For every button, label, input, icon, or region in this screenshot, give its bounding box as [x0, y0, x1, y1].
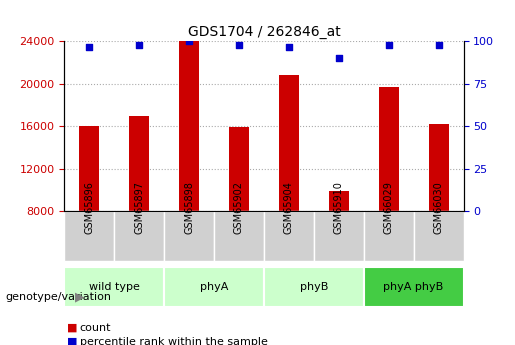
Text: percentile rank within the sample: percentile rank within the sample [80, 337, 268, 345]
Title: GDS1704 / 262846_at: GDS1704 / 262846_at [187, 25, 340, 39]
Point [335, 56, 343, 61]
Text: ■: ■ [67, 337, 77, 345]
Text: wild type: wild type [89, 282, 140, 292]
Point [135, 42, 143, 48]
Bar [79, 126, 99, 211]
Bar [379, 87, 399, 211]
Bar [229, 127, 249, 211]
Point [235, 42, 243, 48]
FancyBboxPatch shape [164, 267, 264, 307]
Text: GSM65910: GSM65910 [334, 181, 344, 234]
FancyBboxPatch shape [264, 211, 314, 261]
FancyBboxPatch shape [314, 211, 364, 261]
FancyBboxPatch shape [364, 211, 414, 261]
FancyBboxPatch shape [114, 211, 164, 261]
Bar [179, 41, 199, 211]
Bar [329, 191, 349, 211]
Text: GSM65898: GSM65898 [184, 181, 194, 234]
Text: GSM65902: GSM65902 [234, 181, 244, 234]
Text: GSM66030: GSM66030 [434, 181, 443, 234]
Text: count: count [80, 323, 111, 333]
Text: phyB: phyB [300, 282, 328, 292]
FancyBboxPatch shape [214, 211, 264, 261]
Bar [279, 76, 299, 211]
Point [385, 42, 393, 48]
Point [185, 39, 193, 44]
Bar [428, 124, 449, 211]
Text: genotype/variation: genotype/variation [5, 292, 111, 302]
Text: phyA phyB: phyA phyB [384, 282, 444, 292]
FancyBboxPatch shape [64, 267, 164, 307]
Text: GSM65904: GSM65904 [284, 181, 294, 234]
Bar [129, 116, 149, 211]
FancyBboxPatch shape [64, 211, 114, 261]
FancyBboxPatch shape [164, 211, 214, 261]
Text: GSM65896: GSM65896 [84, 181, 94, 234]
FancyBboxPatch shape [414, 211, 464, 261]
Point [85, 44, 93, 49]
Point [285, 44, 293, 49]
Point [435, 42, 443, 48]
FancyBboxPatch shape [264, 267, 364, 307]
Text: ▶: ▶ [75, 290, 84, 303]
Text: phyA: phyA [200, 282, 228, 292]
FancyBboxPatch shape [364, 267, 464, 307]
Text: GSM66029: GSM66029 [384, 181, 393, 234]
Text: ■: ■ [67, 323, 77, 333]
Text: GSM65897: GSM65897 [134, 181, 144, 234]
